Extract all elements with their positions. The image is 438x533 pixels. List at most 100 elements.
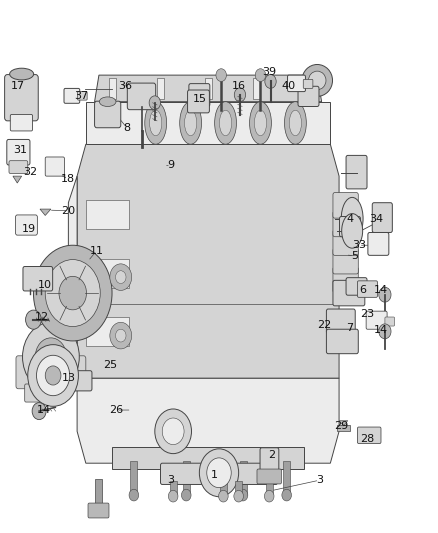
Circle shape <box>379 324 391 339</box>
Ellipse shape <box>10 68 34 80</box>
Bar <box>235 481 242 496</box>
Text: 25: 25 <box>103 360 117 370</box>
Bar <box>253 78 260 99</box>
Circle shape <box>28 345 78 406</box>
Circle shape <box>36 356 70 395</box>
FancyBboxPatch shape <box>64 88 80 103</box>
Circle shape <box>181 489 191 501</box>
Circle shape <box>234 88 246 102</box>
Text: 14: 14 <box>374 286 388 295</box>
Circle shape <box>35 338 67 376</box>
FancyBboxPatch shape <box>366 311 387 329</box>
Circle shape <box>238 489 248 501</box>
Circle shape <box>149 96 160 110</box>
Circle shape <box>168 490 178 502</box>
Ellipse shape <box>180 102 201 144</box>
Text: 28: 28 <box>360 434 374 445</box>
FancyBboxPatch shape <box>385 317 395 326</box>
FancyBboxPatch shape <box>260 448 279 473</box>
Circle shape <box>110 322 132 349</box>
Bar <box>220 481 227 496</box>
FancyBboxPatch shape <box>16 356 86 389</box>
Ellipse shape <box>254 110 267 136</box>
Bar <box>156 78 163 99</box>
FancyBboxPatch shape <box>127 83 155 110</box>
Circle shape <box>216 69 226 82</box>
Ellipse shape <box>289 110 301 136</box>
Circle shape <box>129 489 139 501</box>
Text: 32: 32 <box>23 167 37 177</box>
Bar <box>109 78 116 99</box>
Text: 33: 33 <box>352 240 366 250</box>
Circle shape <box>162 418 184 445</box>
Ellipse shape <box>215 102 237 144</box>
FancyBboxPatch shape <box>333 280 365 306</box>
Ellipse shape <box>342 214 363 248</box>
Text: 3: 3 <box>167 475 174 485</box>
Bar <box>183 461 190 495</box>
Text: 39: 39 <box>262 68 276 77</box>
Polygon shape <box>77 144 339 378</box>
Ellipse shape <box>302 64 332 96</box>
Text: 9: 9 <box>167 160 174 171</box>
FancyBboxPatch shape <box>78 92 87 100</box>
FancyBboxPatch shape <box>45 157 64 176</box>
Bar <box>205 78 212 99</box>
FancyBboxPatch shape <box>95 101 121 128</box>
Circle shape <box>155 409 191 454</box>
Polygon shape <box>339 421 348 426</box>
Text: 37: 37 <box>74 91 88 101</box>
Text: 2: 2 <box>268 450 275 460</box>
Bar <box>95 479 102 516</box>
FancyBboxPatch shape <box>368 232 389 255</box>
FancyBboxPatch shape <box>333 211 358 237</box>
Bar <box>86 317 130 346</box>
Text: 22: 22 <box>317 320 331 330</box>
Bar <box>266 481 273 496</box>
Ellipse shape <box>341 197 363 240</box>
FancyBboxPatch shape <box>333 230 358 255</box>
FancyBboxPatch shape <box>357 281 378 297</box>
Circle shape <box>265 490 274 502</box>
Polygon shape <box>68 176 77 378</box>
Circle shape <box>199 449 239 497</box>
Circle shape <box>45 260 100 327</box>
FancyBboxPatch shape <box>346 156 367 189</box>
Text: 29: 29 <box>334 421 348 431</box>
FancyBboxPatch shape <box>25 384 60 402</box>
Circle shape <box>110 264 132 290</box>
FancyBboxPatch shape <box>346 278 367 295</box>
FancyBboxPatch shape <box>5 75 38 121</box>
FancyBboxPatch shape <box>9 161 28 173</box>
Text: 4: 4 <box>346 214 353 224</box>
Text: 34: 34 <box>369 214 383 224</box>
Polygon shape <box>95 75 321 102</box>
Text: 23: 23 <box>360 309 374 319</box>
Circle shape <box>282 489 291 501</box>
FancyBboxPatch shape <box>23 266 53 291</box>
FancyBboxPatch shape <box>333 267 358 293</box>
Text: 31: 31 <box>13 144 27 155</box>
Text: 8: 8 <box>124 123 131 133</box>
FancyBboxPatch shape <box>187 90 209 113</box>
Ellipse shape <box>219 110 232 136</box>
FancyBboxPatch shape <box>339 216 360 237</box>
FancyBboxPatch shape <box>189 84 210 107</box>
Bar <box>86 259 130 288</box>
FancyBboxPatch shape <box>303 79 313 88</box>
Text: 7: 7 <box>346 322 353 333</box>
Ellipse shape <box>285 102 306 144</box>
Text: 6: 6 <box>360 286 367 295</box>
Bar <box>131 461 138 495</box>
Circle shape <box>265 75 276 88</box>
Text: 18: 18 <box>61 174 75 184</box>
FancyBboxPatch shape <box>357 427 381 443</box>
Bar <box>283 461 290 495</box>
Ellipse shape <box>184 110 197 136</box>
Ellipse shape <box>99 97 116 107</box>
Circle shape <box>44 348 58 366</box>
Text: 13: 13 <box>61 373 75 383</box>
FancyBboxPatch shape <box>71 370 92 391</box>
Bar <box>170 481 177 496</box>
Circle shape <box>32 402 46 419</box>
